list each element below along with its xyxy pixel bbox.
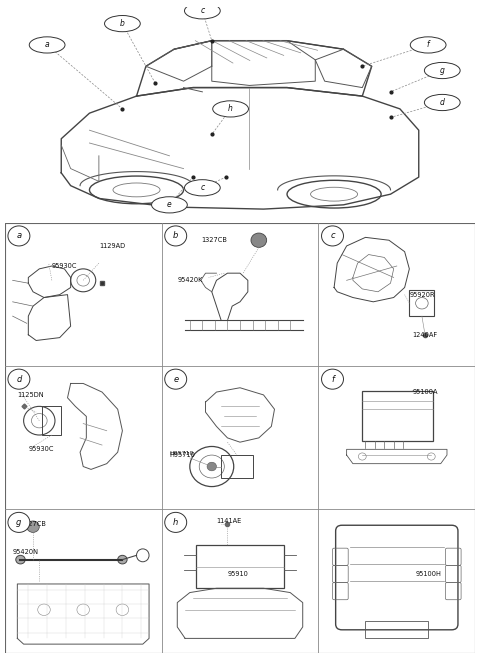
Circle shape [213, 101, 249, 117]
Text: 1327CB: 1327CB [201, 237, 227, 243]
Text: d: d [440, 98, 444, 107]
Text: 95420K: 95420K [177, 277, 203, 283]
Ellipse shape [16, 556, 25, 564]
Text: f: f [331, 375, 334, 384]
Circle shape [165, 369, 187, 389]
Circle shape [8, 369, 30, 389]
Circle shape [29, 37, 65, 53]
Text: d: d [16, 375, 22, 384]
Circle shape [105, 16, 140, 31]
Circle shape [322, 226, 344, 246]
Circle shape [8, 226, 30, 246]
Text: H95710: H95710 [169, 452, 195, 458]
Text: c: c [200, 183, 204, 192]
Text: 95930C: 95930C [52, 263, 77, 269]
Text: 95100A: 95100A [412, 389, 438, 395]
Text: a: a [16, 232, 22, 241]
Text: 95420N: 95420N [12, 550, 38, 556]
Circle shape [165, 512, 187, 533]
Text: f: f [427, 41, 430, 49]
Text: a: a [45, 41, 49, 49]
Circle shape [27, 521, 39, 533]
Text: c: c [200, 7, 204, 15]
Text: b: b [173, 232, 179, 241]
Text: h: h [173, 518, 179, 527]
Circle shape [184, 3, 220, 19]
Circle shape [410, 37, 446, 53]
Text: 1125DN: 1125DN [17, 392, 44, 398]
Circle shape [152, 197, 187, 213]
Text: g: g [16, 518, 22, 527]
Text: 1240AF: 1240AF [412, 332, 438, 338]
Circle shape [184, 180, 220, 196]
Ellipse shape [118, 556, 127, 564]
Text: 1129AD: 1129AD [99, 243, 125, 249]
Text: c: c [330, 232, 335, 241]
Text: 1327CB: 1327CB [21, 521, 47, 527]
Text: 95930C: 95930C [28, 446, 54, 453]
Circle shape [424, 94, 460, 111]
Circle shape [251, 233, 267, 247]
Circle shape [322, 369, 344, 389]
Text: b: b [120, 19, 125, 28]
Text: 95100H: 95100H [416, 571, 442, 577]
Circle shape [424, 62, 460, 79]
Text: e: e [167, 200, 172, 209]
Circle shape [165, 226, 187, 246]
Circle shape [207, 462, 216, 471]
Text: 95920R: 95920R [409, 292, 435, 298]
Text: 95910: 95910 [228, 571, 248, 577]
Text: h: h [228, 104, 233, 113]
Text: 1141AE: 1141AE [216, 518, 242, 524]
Text: g: g [440, 66, 444, 75]
Text: e: e [173, 375, 178, 384]
Circle shape [8, 512, 30, 533]
Text: H95710: H95710 [169, 451, 194, 456]
